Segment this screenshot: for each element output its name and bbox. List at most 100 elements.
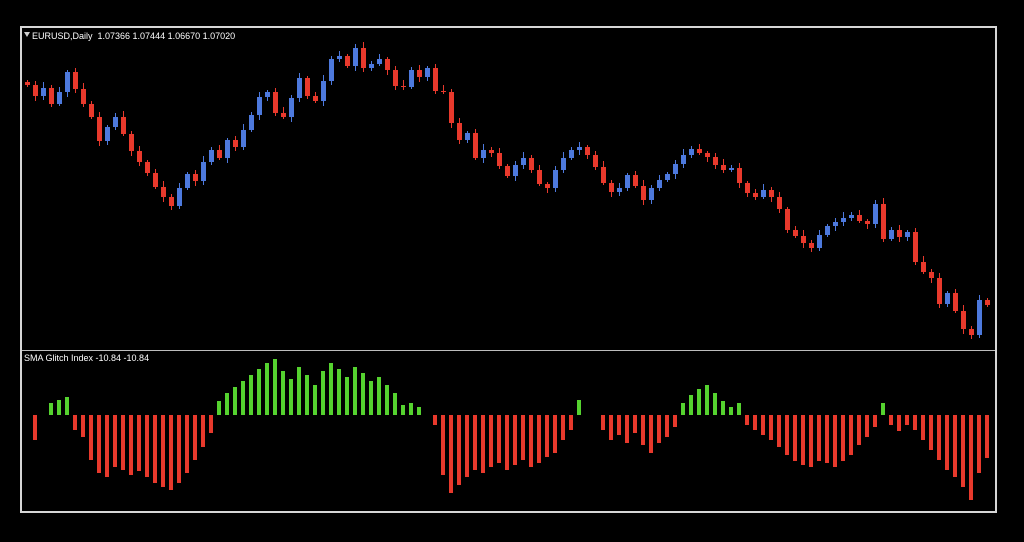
histogram-bar [641,415,645,445]
candle-body [857,215,862,222]
candle-body [673,164,678,175]
histogram-bar [441,415,445,475]
histogram-bar [241,381,245,415]
histogram-bar [881,403,885,415]
candle-body [585,147,590,155]
candle-body [105,127,110,141]
candle-body [945,293,950,305]
histogram-bar [161,415,165,487]
candle-body [265,92,270,98]
histogram-bar [745,415,749,425]
histogram-bar [521,415,525,460]
candle-body [329,59,334,81]
histogram-bar [465,415,469,477]
candle-body [561,158,566,171]
histogram-bar [201,415,205,447]
candle-body [361,48,366,68]
candle-body [401,86,406,88]
candle-body [249,115,254,130]
histogram-bar [721,401,725,415]
candle-body [969,329,974,336]
candle-body [745,183,750,194]
histogram-bar [177,415,181,483]
histogram-bar [857,415,861,445]
candle-body [649,188,654,201]
histogram-bar [313,385,317,415]
histogram-bar [609,415,613,440]
histogram-bar [305,375,309,415]
histogram-bar [385,385,389,415]
candle-body [985,300,990,306]
histogram-bar [825,415,829,463]
candle-body [185,174,190,189]
chart-window: EURUSD,Daily 1.07366 1.07444 1.06670 1.0… [20,26,997,513]
histogram-bar [481,415,485,473]
histogram-bar [489,415,493,467]
candle-body [169,197,174,207]
histogram-bar [209,415,213,433]
candle-body [41,88,46,96]
candle-body [49,88,54,104]
histogram-bar [513,415,517,465]
candle-body [721,165,726,171]
candle-body [809,243,814,249]
candle-body [705,153,710,158]
candle-body [537,170,542,185]
candle-body [513,165,518,177]
histogram-bar [545,415,549,457]
histogram-bar [769,415,773,440]
candle-body [273,92,278,113]
panel-separator[interactable] [22,350,995,351]
histogram-bar [617,415,621,435]
candle-body [873,204,878,225]
histogram-bar [793,415,797,461]
candle-body [337,55,342,59]
candle-body [961,311,966,330]
candle-body [393,69,398,87]
histogram-bar [601,415,605,430]
candle-body [65,72,70,93]
candle-body [441,91,446,93]
candle-body [633,175,638,187]
histogram-bar [961,415,965,487]
candle-body [625,175,630,189]
histogram-bar [113,415,117,467]
histogram-bar [985,415,989,459]
candle-body [377,59,382,64]
histogram-bar [57,400,61,415]
candle-body [473,133,478,159]
candle-body [289,98,294,118]
histogram-bar [713,393,717,415]
histogram-bar [473,415,477,470]
candle-body [905,232,910,237]
indicator-panel[interactable]: SMA Glitch Index -10.84 -10.84 [22,351,995,511]
histogram-bar [785,415,789,455]
candle-body [417,69,422,78]
candle-body [353,48,358,67]
chart-title: EURUSD,Daily 1.07366 1.07444 1.06670 1.0… [32,31,236,41]
candle-body [889,230,894,240]
candle-body [761,190,766,198]
histogram-bar [921,415,925,440]
candle-body [113,117,118,127]
candle-body [217,150,222,159]
histogram-bar [89,415,93,460]
histogram-bar [977,415,981,473]
histogram-bar [257,369,261,415]
histogram-bar [81,415,85,437]
candle-body [617,188,622,193]
candle-body [465,133,470,141]
candle-body [481,150,486,159]
histogram-bar [65,397,69,415]
histogram-bar [729,407,733,415]
histogram-bar [809,415,813,467]
histogram-bar [217,401,221,415]
histogram-bar [697,389,701,415]
candle-body [257,97,262,116]
candlestick-panel[interactable]: EURUSD,Daily 1.07366 1.07444 1.06670 1.0… [22,28,995,350]
candle-body [777,197,782,210]
histogram-bar [833,415,837,467]
candle-body [233,140,238,147]
candle-body [457,123,462,141]
candle-body [297,78,302,99]
